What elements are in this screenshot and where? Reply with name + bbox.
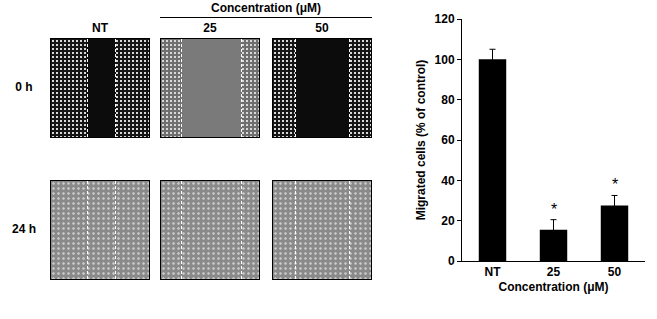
html-text:0 h: 0 h bbox=[15, 80, 33, 94]
html-text:NT: NT bbox=[92, 21, 108, 35]
svg-text:0: 0 bbox=[448, 254, 455, 268]
svg-text:Concentration (μM): Concentration (μM) bbox=[499, 280, 609, 294]
html-text:24 h: 24 h bbox=[12, 222, 36, 236]
html-text:25: 25 bbox=[203, 21, 217, 35]
svg-text:60: 60 bbox=[441, 133, 455, 147]
html-text:50: 50 bbox=[315, 21, 329, 35]
svg-text:*: * bbox=[551, 201, 557, 218]
html-text:Concentration (μM): Concentration (μM) bbox=[211, 1, 321, 15]
svg-text:100: 100 bbox=[435, 53, 455, 67]
svg-text:120: 120 bbox=[435, 12, 455, 26]
svg-text:Migrated cells (% of control): Migrated cells (% of control) bbox=[414, 60, 428, 221]
svg-text:20: 20 bbox=[441, 214, 455, 228]
svg-text:80: 80 bbox=[441, 93, 455, 107]
svg-text:*: * bbox=[612, 176, 618, 193]
svg-text:25: 25 bbox=[547, 265, 561, 279]
svg-text:50: 50 bbox=[608, 265, 622, 279]
svg-text:NT: NT bbox=[485, 265, 502, 279]
svg-text:40: 40 bbox=[441, 174, 455, 188]
